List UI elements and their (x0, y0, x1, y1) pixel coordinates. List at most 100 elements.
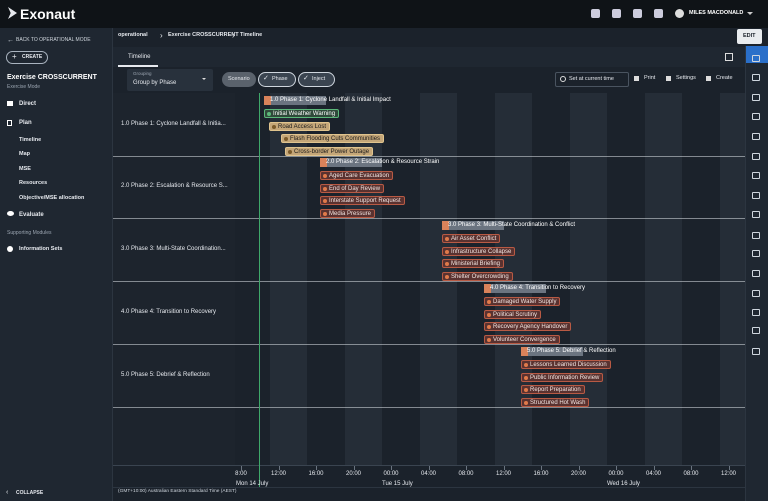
action-label[interactable]: Print (644, 75, 656, 81)
breadcrumb-item[interactable]: Exercise CROSSCURRENT (168, 32, 239, 38)
inject-chip[interactable]: Damaged Water Supply (484, 297, 561, 306)
right-rail (745, 46, 768, 501)
edit-button[interactable]: EDIT (737, 29, 762, 44)
inject-icon (524, 363, 528, 367)
breadcrumb-item[interactable]: Timeline (240, 32, 263, 38)
phase-bar-label[interactable]: 3.0 Phase 3: Multi-State Coordination & … (448, 222, 576, 228)
nav-sub[interactable]: Map (19, 151, 30, 157)
rail-icon[interactable] (752, 348, 760, 355)
rail-icon[interactable] (752, 192, 760, 199)
rail-icon[interactable] (752, 94, 760, 101)
inject-chip[interactable]: Lessons Learned Discussion (521, 360, 611, 369)
nav-sub[interactable]: Objective/MSE allocation (19, 195, 85, 201)
rail-icon[interactable] (752, 290, 760, 297)
inject-chip[interactable]: Interstate Support Request (320, 196, 405, 206)
user-name[interactable]: MILES MACDONALD (689, 10, 744, 16)
inject-icon (272, 124, 276, 129)
header-icon[interactable] (654, 9, 663, 18)
rail-icon[interactable] (752, 250, 760, 257)
phase-bar-label[interactable]: 5.0 Phase 5: Debrief & Reflection (527, 348, 616, 354)
breadcrumb-item[interactable]: operational (118, 32, 148, 38)
grouping-select[interactable]: Grouping Group by Phase (127, 69, 213, 91)
tab-timeline[interactable]: Timeline (128, 54, 151, 60)
phase-bar-label[interactable]: 2.0 Phase 2: Escalation & Resource Strai… (326, 159, 440, 165)
phase-bar-bg (521, 347, 583, 356)
rail-icon[interactable] (752, 153, 760, 160)
header-icon[interactable] (633, 9, 642, 18)
inject-chip[interactable]: Public Information Review (521, 372, 604, 382)
tick-label: 8:00 (235, 471, 247, 477)
rail-icon[interactable] (752, 211, 760, 218)
rail-icon[interactable] (752, 172, 760, 179)
tick-label: 00:00 (608, 471, 624, 477)
inject-chip[interactable]: Volunteer Convergence (484, 334, 560, 344)
header-icon[interactable] (612, 9, 621, 18)
tick-mark (278, 466, 280, 470)
inject-chip[interactable]: Initial Weather Warning (264, 109, 340, 118)
inject-chip[interactable]: Structured Hot Wash (521, 397, 590, 407)
inject-chip[interactable]: Infrastructure Collapse (442, 246, 516, 256)
nav-information-sets[interactable]: Information Sets (19, 246, 63, 252)
action-icon[interactable] (634, 76, 639, 81)
inject-chip[interactable]: Report Preparation (521, 385, 585, 395)
collapse-link[interactable]: COLLAPSE (16, 490, 44, 496)
collapse-arrow: ‹ (6, 489, 9, 496)
action-label: Set at current time (569, 76, 614, 82)
create-button[interactable]: CREATE + (6, 51, 48, 64)
inject-chip[interactable]: Flash Flooding Cuts Communities (281, 134, 385, 144)
timezone: (GMT+10:00) Australian Eastern Standard … (118, 489, 237, 494)
rail-icon[interactable] (752, 232, 760, 239)
fullscreen-icon[interactable] (725, 53, 733, 61)
nav-plan[interactable]: Plan (19, 120, 32, 126)
grouping-value: Group by Phase (133, 80, 177, 86)
phase-bar-bg (484, 284, 546, 293)
rail-icon[interactable] (752, 327, 760, 334)
action-icon[interactable] (706, 76, 711, 81)
inject-chip[interactable]: Cross-border Power Outage (285, 146, 374, 156)
header-icon[interactable] (591, 9, 600, 18)
nav-evaluate[interactable]: Evaluate (19, 212, 44, 218)
phase-bar-label[interactable]: 4.0 Phase 4: Transition to Recovery (490, 285, 586, 291)
filter-chip[interactable]: Inject ✓ (298, 72, 335, 87)
avatar[interactable] (675, 9, 684, 18)
inject-chip[interactable]: Ministerial Briefing (442, 259, 505, 269)
rail-icon[interactable] (752, 309, 760, 316)
nav-icon (7, 246, 13, 252)
inject-chip[interactable]: Aged Care Evacuation (320, 171, 394, 180)
inject-label: Media Pressure (329, 210, 372, 217)
inject-label: Infrastructure Collapse (451, 248, 512, 255)
inject-chip[interactable]: End of Day Review (320, 183, 385, 193)
nav-sub[interactable]: Resources (19, 180, 48, 186)
inject-chip[interactable]: Recovery Agency Handover (484, 322, 572, 332)
action-icon[interactable] (666, 76, 671, 81)
tick-mark (391, 466, 392, 470)
tick-mark (316, 466, 317, 470)
inject-icon (323, 199, 327, 204)
inject-chip[interactable]: Media Pressure (320, 208, 376, 218)
nav-sub[interactable]: Timeline (19, 137, 42, 143)
rail-icon[interactable] (752, 55, 760, 62)
inject-chip[interactable]: Shelter Overcrowding (442, 271, 513, 281)
nav-sub[interactable]: MSE (19, 166, 31, 172)
nav-direct[interactable]: Direct (19, 101, 37, 107)
rail-icon[interactable] (752, 270, 760, 277)
filter-chip[interactable]: Phase ✓ (258, 72, 296, 87)
phase-bar-fill (521, 347, 528, 356)
inject-chip[interactable]: Air Asset Conflict (442, 234, 501, 243)
inject-label: Volunteer Convergence (493, 336, 556, 343)
rail-icon[interactable] (752, 74, 760, 81)
set-current-time[interactable]: Set at current time (555, 72, 629, 87)
row-divider (113, 344, 745, 345)
back-link[interactable]: BACK TO OPERATIONAL MODE (16, 37, 91, 43)
action-label[interactable]: Create (716, 75, 733, 81)
filter-chip[interactable]: Scenario (222, 72, 256, 87)
tick-label: 20:00 (345, 471, 361, 477)
phase-bar-label[interactable]: 1.0 Phase 1: Cyclone Landfall & Initial … (270, 97, 391, 103)
action-label[interactable]: Settings (676, 75, 696, 81)
tick-mark (353, 466, 355, 470)
row-label: 3.0 Phase 3: Multi-State Coordination... (121, 246, 226, 252)
rail-icon[interactable] (752, 113, 760, 120)
inject-chip[interactable]: Road Access Lost (269, 121, 331, 131)
rail-icon[interactable] (752, 133, 760, 140)
inject-chip[interactable]: Political Scrutiny (484, 309, 542, 319)
